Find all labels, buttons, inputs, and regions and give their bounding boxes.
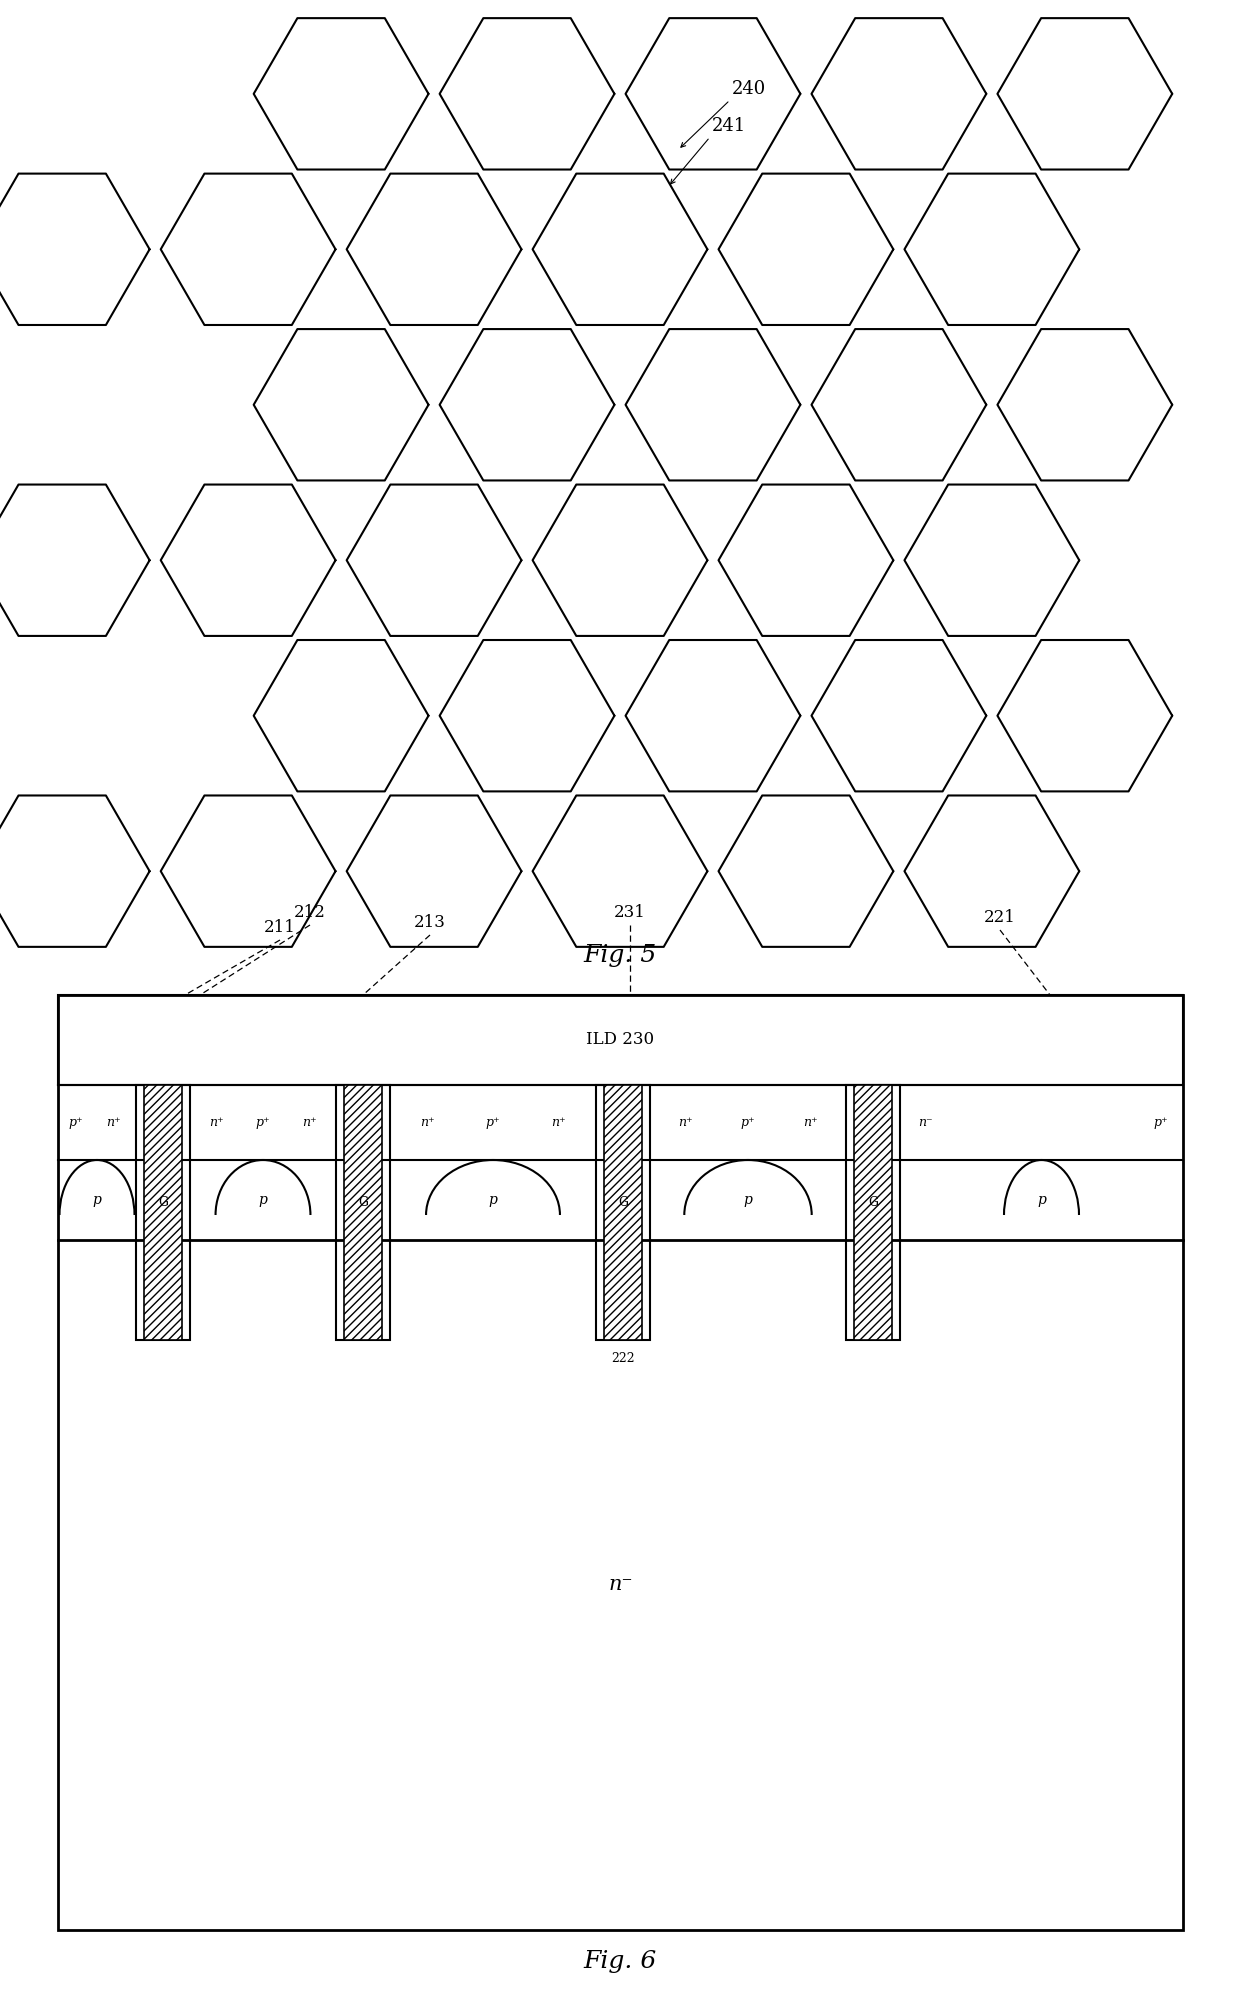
Bar <box>854 1085 892 1339</box>
Text: 213: 213 <box>414 914 446 930</box>
Text: p⁺: p⁺ <box>740 1117 755 1129</box>
Text: 211: 211 <box>264 918 296 936</box>
Text: p: p <box>93 1193 102 1207</box>
Bar <box>846 1085 900 1339</box>
Bar <box>596 1085 650 1339</box>
Text: Fig. 6: Fig. 6 <box>583 1951 657 1973</box>
Text: p⁺: p⁺ <box>255 1117 270 1129</box>
Bar <box>136 1085 190 1339</box>
Text: 241: 241 <box>712 116 746 134</box>
Text: n⁺: n⁺ <box>678 1117 693 1129</box>
Text: G: G <box>618 1197 627 1209</box>
Text: G: G <box>157 1197 167 1209</box>
Text: p⁺: p⁺ <box>1153 1117 1168 1129</box>
Text: n⁺: n⁺ <box>210 1117 223 1129</box>
Text: n⁻: n⁻ <box>609 1576 632 1594</box>
Text: p⁺: p⁺ <box>486 1117 500 1129</box>
Text: n⁺: n⁺ <box>303 1117 317 1129</box>
Text: Fig. 5: Fig. 5 <box>583 944 657 966</box>
Bar <box>343 1085 382 1339</box>
Text: n⁺: n⁺ <box>804 1117 818 1129</box>
Text: 222: 222 <box>611 1351 635 1365</box>
Text: p: p <box>259 1193 268 1207</box>
Text: G: G <box>868 1197 878 1209</box>
Text: n⁺: n⁺ <box>105 1117 120 1129</box>
Text: 212: 212 <box>294 904 326 920</box>
Text: 221: 221 <box>985 908 1016 926</box>
Text: 231: 231 <box>614 904 646 920</box>
Bar <box>58 994 1183 1085</box>
Bar <box>58 994 1183 1931</box>
Text: p: p <box>1037 1193 1045 1207</box>
Text: p⁺: p⁺ <box>68 1117 83 1129</box>
Text: n⁺: n⁺ <box>552 1117 567 1129</box>
Text: p: p <box>744 1193 753 1207</box>
Text: G: G <box>358 1197 368 1209</box>
Text: p: p <box>489 1193 497 1207</box>
Bar <box>144 1085 182 1339</box>
Text: ILD 230: ILD 230 <box>587 1031 653 1049</box>
Text: n⁻: n⁻ <box>918 1117 932 1129</box>
Bar <box>604 1085 642 1339</box>
Bar <box>336 1085 391 1339</box>
Text: n⁺: n⁺ <box>420 1117 434 1129</box>
Text: 240: 240 <box>732 80 766 98</box>
